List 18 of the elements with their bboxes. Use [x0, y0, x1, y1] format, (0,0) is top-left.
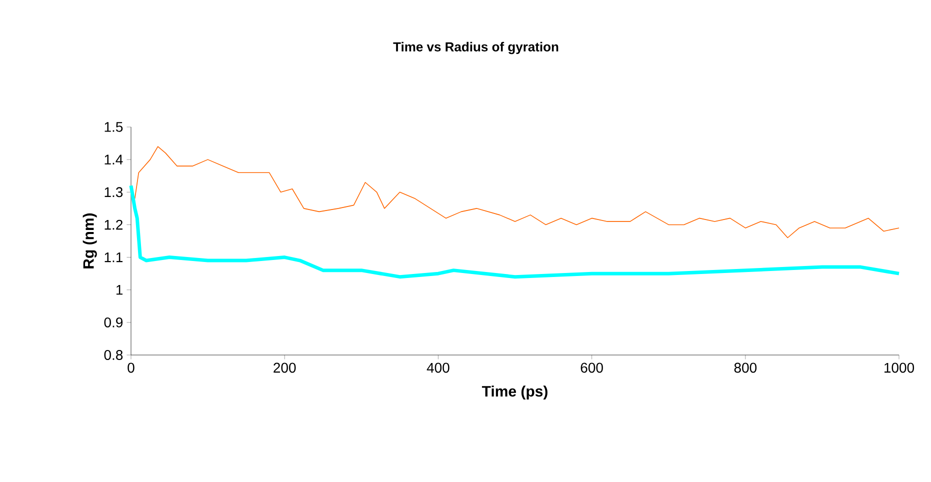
x-axis-title: Time (ps) — [482, 386, 548, 400]
y-tick-label: 0.8 — [104, 350, 123, 360]
y-tick-label: 1.4 — [104, 154, 123, 164]
x-tick-label: 400 — [426, 362, 450, 373]
y-tick-label: 1.3 — [104, 187, 123, 198]
y-tick-label: 1.1 — [104, 252, 123, 262]
y-tick-label: 0.9 — [104, 317, 123, 328]
x-tick-label: 800 — [734, 362, 757, 373]
x-tick-label: 600 — [580, 362, 603, 373]
y-tick-label: 1.2 — [104, 220, 123, 230]
line-series — [129, 184, 901, 279]
x-tick-label: 200 — [274, 362, 296, 373]
y-tick-label: 1 — [116, 285, 123, 295]
y-axis-title: Rg (nm) — [82, 213, 97, 268]
x-tick-label: 1000 — [884, 362, 914, 373]
chart-title: Time vs Radius of gyration — [393, 42, 558, 54]
x-tick-label: 0 — [128, 362, 134, 373]
y-tick-label: 1.5 — [104, 122, 123, 132]
